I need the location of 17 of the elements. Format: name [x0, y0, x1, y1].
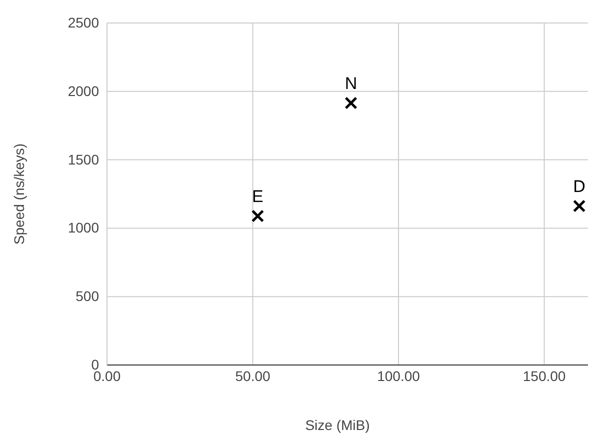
x-tick-label: 150.00: [522, 368, 566, 384]
x-tick-label: 100.00: [377, 368, 420, 384]
annotation: E: [252, 187, 264, 206]
point: [572, 200, 586, 212]
y-tick-label: 1000: [68, 220, 100, 236]
y-tick-label: 2500: [68, 14, 100, 30]
point: [344, 96, 358, 110]
x-tick-label: 50.00: [235, 368, 270, 384]
x-axis-title: Size (MiB): [305, 417, 370, 433]
annotation: D: [573, 177, 586, 196]
point: [251, 210, 264, 222]
y-tick-label: 1500: [68, 151, 100, 168]
y-tick-label: 500: [76, 288, 100, 304]
y-tick-label: 2000: [68, 82, 100, 99]
annotation: N: [344, 74, 358, 94]
y-tick-label: 0: [91, 356, 100, 372]
y-axis-title: Speed (ns/keys): [11, 143, 27, 245]
